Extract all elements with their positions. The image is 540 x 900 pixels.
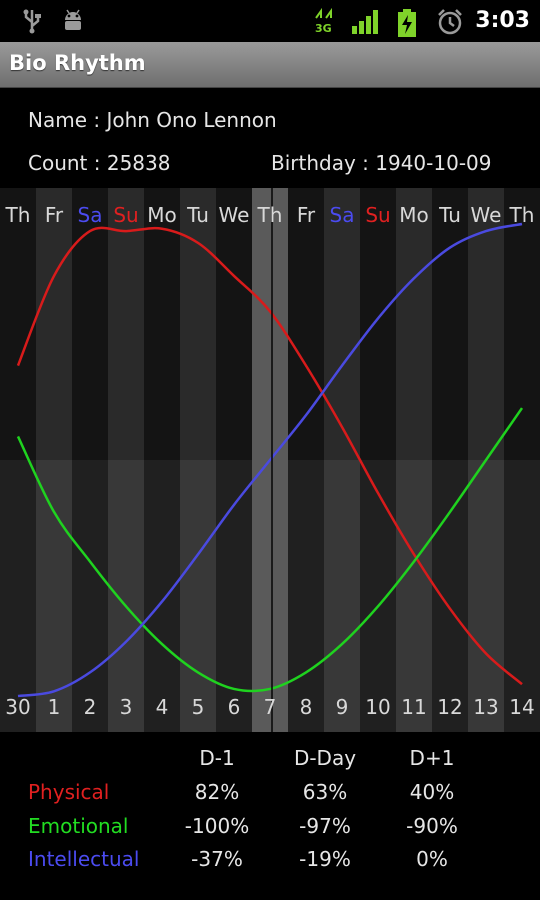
date-label: 1 (48, 695, 61, 719)
alarm-icon (436, 8, 464, 40)
day-column-upper (108, 188, 145, 460)
physical-d-day: 63% (302, 780, 348, 804)
day-column-upper (360, 188, 397, 460)
weekday-label: Su (365, 203, 390, 227)
birthday-label: Birthday : 1940-10-09 (271, 151, 492, 175)
date-label: 12 (437, 695, 462, 719)
date-label: 2 (84, 695, 97, 719)
day-column-upper (288, 188, 325, 460)
day-column-upper (72, 188, 109, 460)
date-label: 10 (365, 695, 390, 719)
day-column-lower (396, 460, 433, 732)
day-column-upper (216, 188, 253, 460)
emotional-d-plus-1: -90% (406, 814, 458, 838)
intellectual-d-1: -37% (191, 847, 243, 871)
app-title: Bio Rhythm (9, 51, 146, 75)
app-title-bar: Bio Rhythm (0, 42, 540, 88)
day-column-lower (288, 460, 325, 732)
day-column-lower (180, 460, 217, 732)
status-time: 3:03 (475, 8, 530, 33)
row-label-physical: Physical (28, 780, 110, 804)
day-column-lower (72, 460, 109, 732)
header-d-1: D-1 (199, 746, 235, 770)
day-column-upper (36, 188, 73, 460)
series-line-intellectual (17, 222, 523, 698)
status-bar: 3G 3:03 (0, 0, 540, 42)
weekday-label: Tu (186, 203, 209, 227)
date-label: 11 (401, 695, 426, 719)
row-label-intellectual: Intellectual (28, 847, 140, 871)
network-3g-icon: 3G (312, 7, 336, 38)
date-label: 8 (300, 695, 313, 719)
day-column-upper (504, 188, 540, 460)
date-label: 7 (264, 695, 277, 719)
date-label: 4 (156, 695, 169, 719)
svg-text:3G: 3G (315, 22, 332, 34)
usb-icon (20, 8, 44, 38)
date-label: 9 (336, 695, 349, 719)
day-column-lower (360, 460, 397, 732)
intellectual-d-plus-1: 0% (416, 847, 448, 871)
day-column-lower (324, 460, 361, 732)
header-d-day: D-Day (293, 746, 357, 770)
intellectual-d-day: -19% (299, 847, 351, 871)
day-column-lower (432, 460, 469, 732)
header-d-plus-1: D+1 (409, 746, 455, 770)
emotional-d-1: -100% (184, 814, 250, 838)
weekday-label: Th (257, 203, 283, 227)
day-column-upper (396, 188, 433, 460)
battery-charging-icon (396, 8, 418, 42)
weekday-label: Fr (297, 203, 316, 227)
day-column-upper (324, 188, 361, 460)
weekday-label: Sa (330, 203, 355, 227)
day-column-upper (0, 188, 37, 460)
day-column-lower (504, 460, 540, 732)
day-column-upper (180, 188, 217, 460)
count-label: Count : 25838 (28, 151, 171, 175)
date-label: 6 (228, 695, 241, 719)
date-label: 30 (5, 695, 30, 719)
weekday-label: Sa (78, 203, 103, 227)
date-label: 13 (473, 695, 498, 719)
series-line-emotional (16, 407, 524, 693)
weekday-label: Th (5, 203, 31, 227)
emotional-d-day: -97% (299, 814, 351, 838)
date-label: 5 (192, 695, 205, 719)
name-label: Name : John Ono Lennon (28, 108, 277, 132)
date-label: 3 (120, 695, 133, 719)
android-debug-icon (60, 8, 86, 38)
weekday-label: Su (113, 203, 138, 227)
day-column-upper (144, 188, 181, 460)
weekday-label: Tu (438, 203, 461, 227)
day-column-lower (108, 460, 145, 732)
physical-d-plus-1: 40% (409, 780, 455, 804)
weekday-label: Fr (45, 203, 64, 227)
day-column-lower (144, 460, 181, 732)
day-column-lower (0, 460, 37, 732)
biorhythm-chart[interactable]: Th 30 Fr 1 Sa 2 Su 3 Mo 4 Tu 5 We 6 Th 7 Fr 8 Sa 9 Su 10 Mo 11 T… (0, 188, 540, 732)
physical-d-1: 82% (194, 780, 240, 804)
date-label: 14 (509, 695, 534, 719)
day-column-upper (432, 188, 469, 460)
weekday-label: Mo (147, 203, 177, 227)
weekday-label: Th (509, 203, 535, 227)
weekday-label: We (219, 203, 250, 227)
weekday-label: We (471, 203, 502, 227)
day-column-lower (468, 460, 505, 732)
weekday-label: Mo (399, 203, 429, 227)
day-column-upper (468, 188, 505, 460)
signal-icon (350, 8, 382, 40)
row-label-emotional: Emotional (28, 814, 129, 838)
